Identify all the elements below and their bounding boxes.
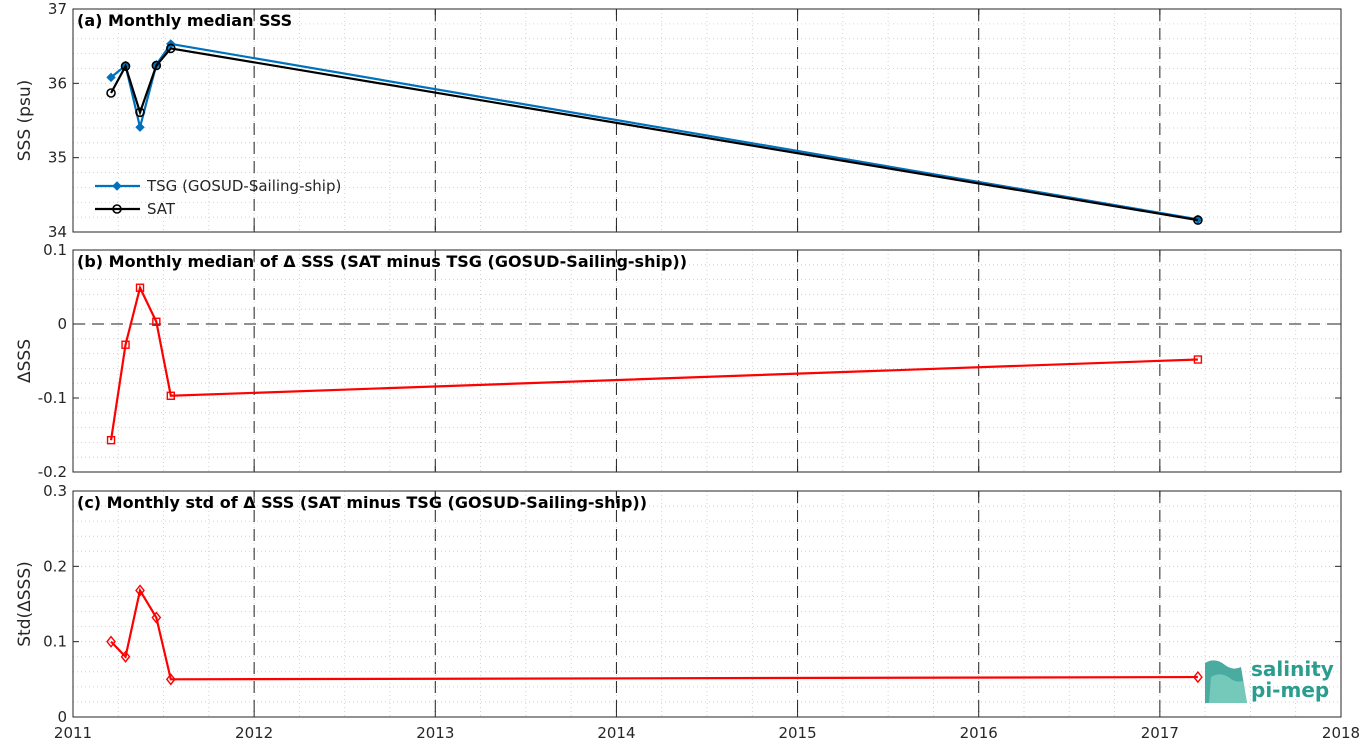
y-axis-label: ΔSSS	[15, 339, 35, 383]
data-point	[166, 43, 176, 54]
x-tick-label: 2012	[235, 724, 273, 742]
x-tick-label: 2014	[597, 724, 635, 742]
data-point	[135, 584, 145, 597]
y-tick-label: 0.2	[43, 557, 67, 575]
data-point	[120, 650, 131, 663]
legend-marker	[112, 204, 122, 214]
panel-title: (a) Monthly median SSS	[77, 11, 292, 30]
data-point	[151, 611, 162, 624]
y-tick-label: -0.2	[38, 463, 67, 481]
axes-box	[72, 249, 1342, 473]
data-point	[106, 88, 116, 98]
panel-3: 0 0.1 0.2 0.3 2011 2012 2013 2014 2015 2016 2017 20…	[15, 482, 1360, 742]
y-tick-label: 37	[48, 0, 67, 18]
data-point	[135, 107, 145, 118]
logo-line2: pi-mep	[1251, 678, 1329, 702]
axes-box	[72, 8, 1342, 233]
data-point	[135, 283, 145, 292]
data-point	[120, 61, 131, 72]
salinity-pimep-logo: salinity pi-mep	[1205, 657, 1334, 703]
data-point	[1193, 355, 1203, 364]
logo-line1: salinity	[1251, 657, 1334, 681]
logo-wave-icon-2	[1209, 674, 1247, 703]
data-point	[166, 391, 176, 400]
series-line	[109, 284, 1198, 441]
x-tick-label: 2017	[1141, 724, 1179, 742]
data-point	[121, 340, 130, 349]
y-axis-label: Std(ΔSSS)	[15, 561, 35, 647]
x-tick-label: 2018	[1322, 724, 1360, 742]
x-tick-label: 2015	[778, 724, 816, 742]
legend-entry: SAT	[147, 200, 176, 218]
axes-box	[72, 490, 1342, 718]
data-point	[152, 317, 161, 326]
data-point	[106, 435, 116, 445]
series-sat	[106, 43, 1203, 225]
data-point	[165, 673, 176, 686]
panel-1: 34 35 36 37 SSS (psu) (a) Monthly median SSS T…	[15, 0, 1342, 241]
y-tick-label: 0.3	[43, 482, 67, 500]
legend-marker	[112, 181, 122, 191]
y-tick-label: 35	[48, 149, 67, 167]
data-point	[135, 122, 145, 132]
data-point	[1193, 670, 1203, 684]
data-point	[106, 635, 116, 648]
legend: TSG (GOSUD-Sailing-ship) SAT	[95, 177, 341, 218]
x-tick-label: 2011	[54, 724, 92, 742]
panel-title: (c) Monthly std of Δ SSS (SAT minus TSG …	[77, 493, 647, 512]
grid	[72, 249, 1342, 473]
plot-area	[73, 9, 1341, 232]
y-axis-label: SSS (psu)	[15, 80, 35, 161]
x-tick-label: 2016	[960, 724, 998, 742]
legend-entry: TSG (GOSUD-Sailing-ship)	[146, 177, 341, 195]
series-line	[110, 47, 1199, 222]
y-tick-label: -0.1	[38, 389, 67, 407]
y-tick-label: 0	[57, 708, 67, 726]
y-tick-label: 36	[48, 74, 67, 92]
y-tick-label: 0	[57, 315, 67, 333]
y-tick-label: 34	[48, 223, 67, 241]
x-tick-label: 2013	[416, 724, 454, 742]
y-tick-label: 0.1	[43, 633, 67, 651]
data-point	[106, 72, 116, 83]
series-delta	[106, 584, 1203, 686]
data-point	[151, 60, 162, 71]
y-tick-label: 0.1	[43, 241, 67, 259]
panel-title: (b) Monthly median of Δ SSS (SAT minus T…	[77, 252, 687, 271]
data-point	[1193, 215, 1203, 225]
series-delta	[106, 283, 1203, 445]
panel-2: -0.2 -0.1 0 0.1 ΔSSS (b) Monthly median of Δ …	[15, 241, 1342, 481]
